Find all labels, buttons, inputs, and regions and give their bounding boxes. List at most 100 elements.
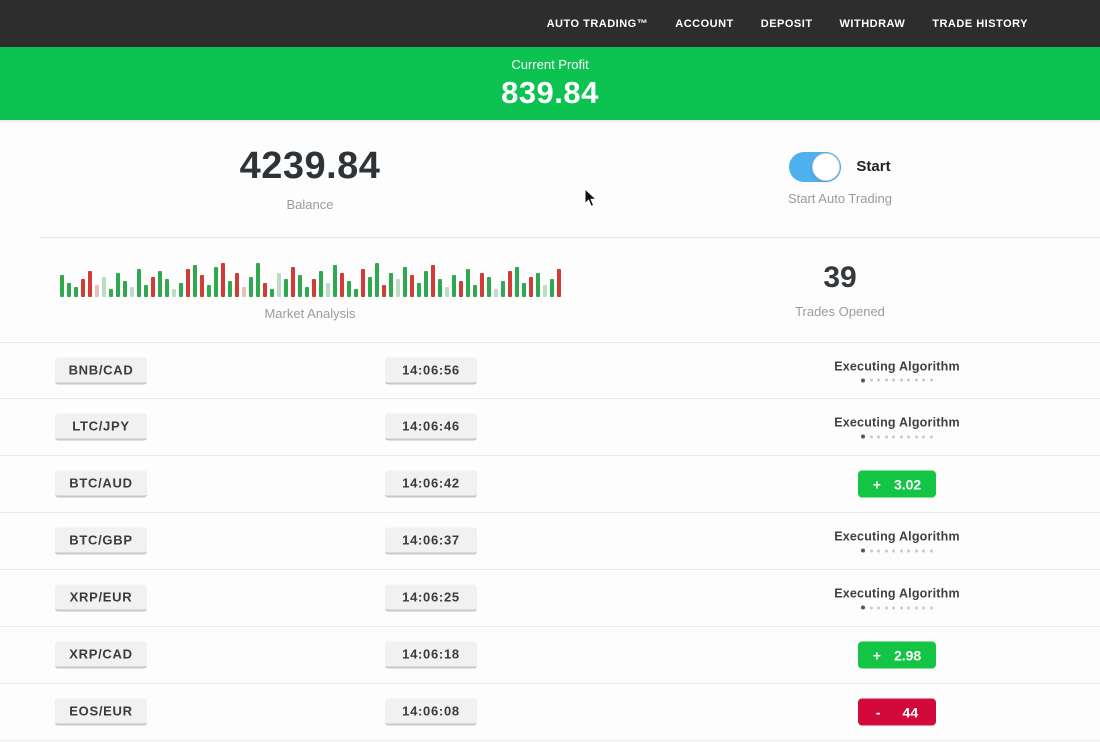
trade-list: BNB/CAD 14:06:56 Executing Algorithm LTC/JP… — [0, 342, 1100, 741]
progress-dot — [929, 435, 933, 438]
time-chip: 14:06:18 — [385, 641, 477, 669]
candle-bar — [185, 269, 190, 297]
trades-opened-block: 39 Trades Opened — [580, 238, 1100, 342]
pair-chip: BTC/GBP — [55, 527, 147, 555]
candle-bar — [171, 289, 176, 297]
candle-bar — [129, 287, 134, 297]
profit-badge: +2.98 — [858, 641, 936, 669]
candle-bar — [297, 275, 302, 297]
progress-dot — [914, 378, 918, 382]
candle-bar — [227, 281, 232, 297]
nav-item-account[interactable]: ACCOUNT — [675, 17, 734, 30]
candle-bar — [164, 279, 169, 297]
progress-dot — [869, 549, 873, 552]
status-cell: Executing Algorithm — [797, 530, 997, 553]
candle-bar — [409, 275, 414, 297]
progress-dot — [861, 378, 866, 382]
current-profit-banner: Current Profit 839.84 — [0, 47, 1100, 120]
executing-algorithm-label: Executing Algorithm — [834, 415, 960, 430]
status-cell: +2.98 — [797, 641, 997, 669]
nav-item-withdraw[interactable]: WITHDRAW — [839, 17, 906, 30]
market-analysis-block: Market Analysis — [40, 238, 580, 342]
candle-bar — [73, 287, 78, 297]
candle-bar — [353, 289, 358, 297]
trade-row: BTC/GBP 14:06:37 Executing Algorithm — [0, 513, 1100, 570]
candle-bar — [332, 265, 337, 297]
progress-dot — [922, 378, 926, 382]
candle-bar — [430, 265, 435, 297]
top-nav-bar: AUTO TRADING™ ACCOUNT DEPOSIT WITHDRAW TRADE… — [0, 0, 1100, 47]
progress-dot — [907, 378, 911, 382]
market-analysis-chart — [59, 259, 561, 297]
candle-bar — [234, 273, 239, 297]
candle-bar — [556, 269, 561, 297]
progress-dot — [884, 549, 888, 552]
nav-item-deposit[interactable]: DEPOSIT — [760, 17, 813, 30]
candle-bar — [325, 283, 330, 297]
badge-value: 44 — [902, 704, 919, 720]
candle-bar — [206, 285, 211, 297]
market-analysis-label: Market Analysis — [264, 306, 356, 321]
progress-dot — [907, 435, 911, 438]
candle-bar — [241, 287, 246, 297]
trade-row: BTC/AUD 14:06:42 +3.02 — [0, 456, 1100, 513]
nav-item-auto-trading[interactable]: AUTO TRADING™ — [546, 17, 649, 30]
divider — [40, 237, 1100, 238]
candle-bar — [94, 285, 99, 297]
progress-dot — [907, 606, 911, 609]
toggle-knob — [812, 152, 841, 181]
progress-dot — [914, 549, 918, 552]
trade-row: XRP/CAD 14:06:18 +2.98 — [0, 627, 1100, 684]
auto-trading-toggle[interactable] — [789, 151, 842, 182]
progress-dot — [877, 549, 881, 552]
status-cell: Executing Algorithm — [797, 416, 997, 439]
candle-bar — [157, 271, 162, 297]
candle-bar — [451, 275, 456, 297]
progress-dot — [899, 435, 903, 438]
status-cell: Executing Algorithm — [797, 359, 997, 382]
trade-row: XRP/EUR 14:06:25 Executing Algorithm — [0, 570, 1100, 627]
mouse-cursor — [584, 187, 598, 213]
balance-block: 4239.84 Balance — [40, 120, 580, 237]
candle-bar — [213, 267, 218, 297]
progress-dot — [869, 435, 873, 438]
progress-dot — [877, 435, 881, 438]
progress-dot — [907, 549, 911, 552]
candle-bar — [521, 283, 526, 297]
candle-bar — [535, 273, 540, 297]
progress-dot — [929, 378, 933, 382]
progress-dot — [922, 549, 926, 552]
candle-bar — [115, 273, 120, 297]
progress-dot — [929, 606, 933, 609]
progress-dot — [914, 606, 918, 609]
candle-bar — [59, 275, 64, 297]
candle-bar — [458, 281, 463, 297]
candle-bar — [528, 277, 533, 297]
candle-bar — [500, 281, 505, 297]
time-chip: 14:06:37 — [385, 527, 477, 555]
progress-dot — [929, 549, 933, 552]
candle-bar — [367, 277, 372, 297]
nav-item-trade-history[interactable]: TRADE HISTORY — [932, 17, 1028, 30]
candle-bar — [486, 277, 491, 297]
candle-bar — [402, 267, 407, 297]
executing-algorithm-label: Executing Algorithm — [834, 359, 960, 373]
pair-chip: XRP/EUR — [55, 584, 147, 612]
candle-bar — [87, 271, 92, 297]
time-chip: 14:06:25 — [385, 584, 477, 612]
progress-dot — [884, 435, 888, 438]
candle-bar — [437, 279, 442, 297]
candle-bar — [374, 263, 379, 297]
loss-badge: - 44 — [858, 698, 936, 726]
progress-dot — [884, 606, 888, 609]
candle-bar — [143, 285, 148, 297]
executing-algorithm-label: Executing Algorithm — [834, 586, 960, 601]
candle-bar — [192, 265, 197, 297]
current-profit-value: 839.84 — [501, 74, 599, 110]
candle-bar — [542, 285, 547, 297]
progress-dots — [797, 378, 997, 382]
progress-dot — [914, 435, 918, 438]
progress-dot — [861, 548, 866, 553]
candle-bar — [199, 275, 204, 297]
progress-dot — [892, 549, 896, 552]
